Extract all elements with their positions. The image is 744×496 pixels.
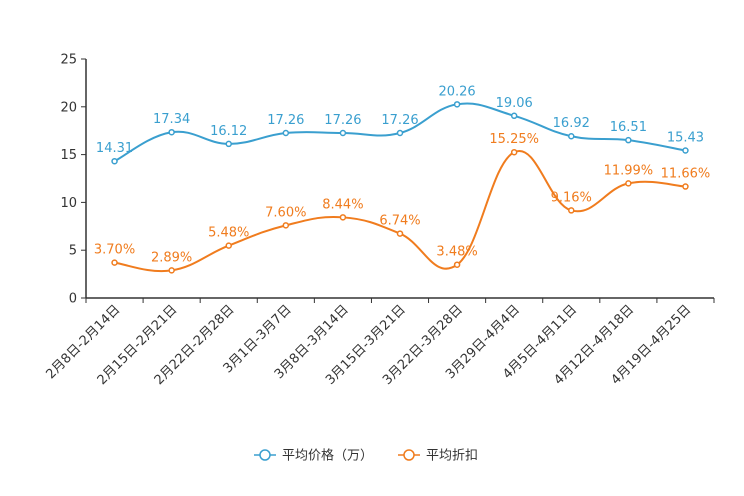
legend-marker-icon bbox=[403, 449, 415, 461]
data-label: 19.06 bbox=[496, 96, 533, 111]
y-tick-label: 25 bbox=[60, 53, 77, 68]
legend-label: 平均价格（万） bbox=[282, 448, 373, 464]
data-point bbox=[568, 132, 575, 140]
data-point bbox=[625, 136, 632, 144]
data-label: 9.16% bbox=[551, 190, 592, 205]
labels-layer: 14.31 17.34 16.12 17.26 17.26 17.26 20.26 19.06… bbox=[94, 84, 710, 265]
data-point bbox=[168, 267, 175, 274]
data-label: 16.51 bbox=[610, 120, 647, 135]
data-label: 17.26 bbox=[381, 113, 418, 128]
data-label: 11.99% bbox=[604, 163, 654, 178]
data-point bbox=[510, 112, 518, 120]
data-point bbox=[225, 140, 232, 148]
data-point bbox=[682, 183, 689, 190]
legend-item-1[interactable]: 平均价格（万） bbox=[254, 448, 373, 464]
data-point bbox=[625, 180, 632, 187]
data-point bbox=[111, 259, 118, 266]
legend-item-2[interactable]: 平均折扣 bbox=[398, 449, 478, 464]
y-tick-label: 10 bbox=[60, 196, 77, 211]
y-tick-label: 5 bbox=[69, 244, 77, 259]
data-point bbox=[682, 147, 689, 154]
data-label: 3.70% bbox=[94, 243, 135, 258]
y-tick-label: 20 bbox=[60, 100, 77, 115]
data-label: 3.48% bbox=[436, 245, 477, 260]
data-label: 20.26 bbox=[438, 84, 475, 99]
legend-marker-icon bbox=[259, 449, 271, 461]
data-label: 11.66% bbox=[661, 167, 711, 182]
data-label: 17.26 bbox=[267, 113, 304, 128]
data-label: 17.26 bbox=[324, 113, 361, 128]
data-point bbox=[453, 101, 461, 108]
data-point bbox=[568, 207, 575, 214]
data-point bbox=[510, 148, 518, 156]
data-point bbox=[396, 230, 404, 237]
data-point bbox=[453, 261, 461, 268]
series-layer bbox=[111, 101, 689, 274]
data-label: 14.31 bbox=[96, 141, 133, 156]
data-label: 15.43 bbox=[667, 130, 704, 145]
data-label: 2.89% bbox=[151, 250, 192, 265]
data-label: 5.48% bbox=[208, 226, 249, 241]
data-label: 15.25% bbox=[489, 132, 539, 147]
data-label: 8.44% bbox=[322, 197, 363, 212]
data-point bbox=[282, 129, 290, 137]
data-point bbox=[339, 129, 347, 137]
data-point bbox=[225, 242, 232, 249]
data-label: 17.34 bbox=[153, 112, 190, 127]
data-point bbox=[396, 129, 404, 137]
data-point bbox=[339, 214, 347, 221]
y-tick-label: 0 bbox=[69, 292, 77, 307]
data-point bbox=[282, 222, 290, 229]
data-label: 16.92 bbox=[553, 116, 590, 131]
series-line-2 bbox=[114, 149, 686, 273]
legend[interactable]: 平均价格（万） 平均折扣 bbox=[254, 448, 478, 464]
legend-label: 平均折扣 bbox=[426, 449, 478, 464]
data-point bbox=[168, 128, 175, 136]
data-label: 6.74% bbox=[379, 214, 420, 229]
data-point bbox=[111, 157, 118, 165]
data-label: 7.60% bbox=[265, 205, 306, 220]
data-label: 16.12 bbox=[210, 124, 247, 139]
y-tick-label: 15 bbox=[60, 148, 77, 163]
